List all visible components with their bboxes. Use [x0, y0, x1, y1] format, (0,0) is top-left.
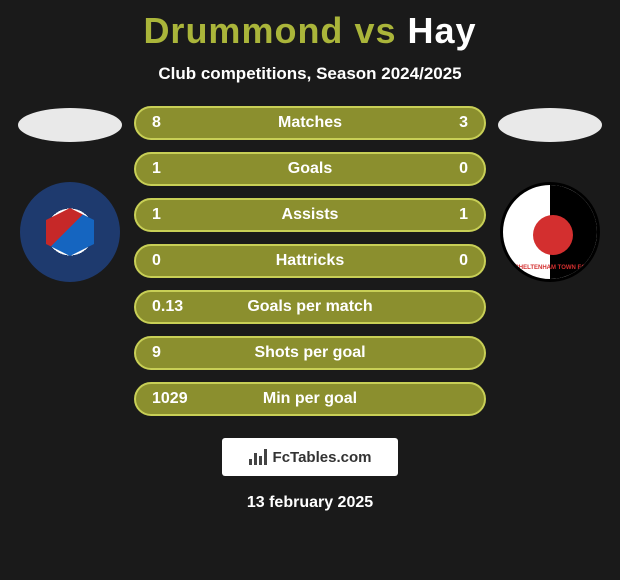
player2-club-badge: CHELTENHAM TOWN FC: [500, 182, 600, 282]
fctables-link[interactable]: FcTables.com: [222, 438, 398, 476]
stat-row-shots-per-goal: 9 Shots per goal: [134, 336, 486, 370]
main-area: 8 Matches 3 1 Goals 0 1 Assists 1 0 Hatt…: [0, 106, 620, 416]
stat-row-assists: 1 Assists 1: [134, 198, 486, 232]
page-title: Drummond vs Hay: [0, 0, 620, 52]
subtitle: Club competitions, Season 2024/2025: [0, 64, 620, 84]
stat-label: Matches: [212, 114, 408, 132]
stat-row-min-per-goal: 1029 Min per goal: [134, 382, 486, 416]
stat-label: Goals: [212, 160, 408, 178]
stat-label: Shots per goal: [212, 344, 408, 362]
stats-column: 8 Matches 3 1 Goals 0 1 Assists 1 0 Hatt…: [130, 106, 490, 416]
stat-p2-value: 3: [408, 114, 468, 132]
cheltenham-badge-icon: CHELTENHAM TOWN FC: [500, 182, 600, 282]
player1-avatar-placeholder: [18, 108, 122, 142]
stat-label: Goals per match: [212, 298, 408, 316]
chesterfield-badge-icon: [20, 182, 120, 282]
stat-row-hattricks: 0 Hattricks 0: [134, 244, 486, 278]
stat-p1-value: 0.13: [152, 298, 212, 316]
title-player1: Drummond: [143, 10, 343, 51]
title-player2: Hay: [408, 10, 477, 51]
stat-p1-value: 1029: [152, 390, 212, 408]
left-column: [10, 106, 130, 282]
stat-p1-value: 1: [152, 160, 212, 178]
stat-p1-value: 1: [152, 206, 212, 224]
stat-p2-value: 0: [408, 160, 468, 178]
stat-row-goals: 1 Goals 0: [134, 152, 486, 186]
player2-avatar-placeholder: [498, 108, 602, 142]
stat-p1-value: 8: [152, 114, 212, 132]
cheltenham-badge-text: CHELTENHAM TOWN FC: [503, 265, 597, 271]
bar-chart-icon: [249, 449, 267, 465]
fctables-label: FcTables.com: [273, 449, 372, 466]
stat-row-matches: 8 Matches 3: [134, 106, 486, 140]
stat-label: Hattricks: [212, 252, 408, 270]
stat-p1-value: 9: [152, 344, 212, 362]
stat-row-goals-per-match: 0.13 Goals per match: [134, 290, 486, 324]
stat-p2-value: 0: [408, 252, 468, 270]
stat-label: Min per goal: [212, 390, 408, 408]
stat-p1-value: 0: [152, 252, 212, 270]
title-vs: vs: [354, 10, 396, 51]
comparison-card: Drummond vs Hay Club competitions, Seaso…: [0, 0, 620, 580]
player1-club-badge: [20, 182, 120, 282]
date-line: 13 february 2025: [0, 494, 620, 512]
stat-label: Assists: [212, 206, 408, 224]
stat-p2-value: 1: [408, 206, 468, 224]
right-column: CHELTENHAM TOWN FC: [490, 106, 610, 282]
